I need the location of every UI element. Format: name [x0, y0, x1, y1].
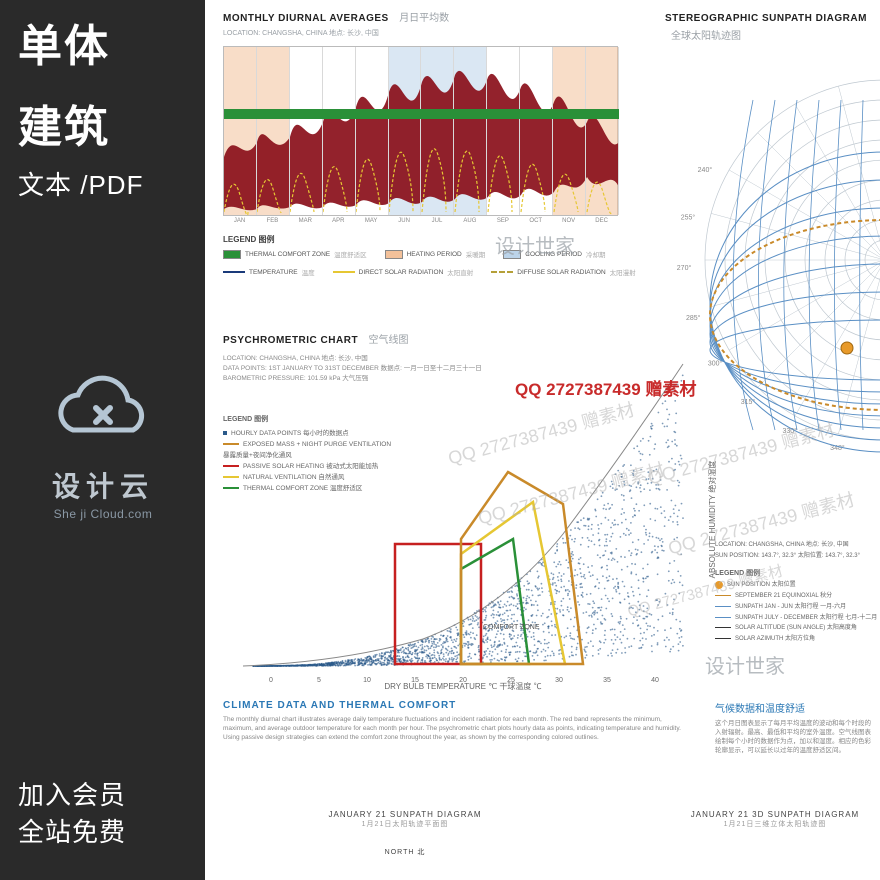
left-bottom-l2: 全站免费	[18, 814, 126, 852]
left-title-l2: 建筑	[0, 81, 205, 162]
left-title-l1: 单体	[0, 0, 205, 81]
diurnal-location: LOCATION: CHANGSHA, CHINA 地点: 长沙, 中国	[223, 28, 643, 38]
diurnal-title: MONTHLY DIURNAL AVERAGES	[223, 13, 389, 24]
diurnal-legend: LEGEND 图例 THERMAL COMFORT ZONE温度舒适区HEATI…	[223, 234, 643, 277]
climate-body-en: The monthly diurnal chart illustrates av…	[223, 715, 693, 742]
psychro-title-cn: 空气线图	[369, 335, 409, 346]
left-subtitle: 文本 /PDF	[0, 161, 205, 220]
diurnal-title-cn: 月日平均数	[399, 13, 449, 24]
sunpath-title-cn: 全球太阳轨迹图	[671, 31, 741, 42]
logo: 设计云 She ji Cloud.com	[38, 370, 168, 521]
saturation-curve	[243, 364, 683, 666]
jan-north: NORTH 北	[305, 847, 505, 857]
left-bottom-l1: 加入会员	[18, 777, 126, 815]
climate-title: CLIMATE DATA AND THERMAL COMFORT	[223, 700, 693, 711]
scatter-points	[252, 375, 684, 667]
climate-body-cn: 这个月日图表显示了每月平均温度的波动和每个时段的入射辐射。最高、最低和平均的室外…	[715, 719, 875, 755]
cloud-icon	[48, 370, 158, 455]
jan-cn: 1月21日太阳轨迹平面图	[305, 819, 505, 829]
climate-text-en: CLIMATE DATA AND THERMAL COMFORT The mon…	[223, 700, 693, 742]
sun-legend-title: LEGEND 图例	[715, 568, 877, 581]
x-label: DRY BULB TEMPERATURE ℃ 干球温度 ℃	[223, 681, 703, 692]
left-bottom: 加入会员 全站免费	[18, 777, 126, 852]
psychro-plot: LOCATION: CHANGSHA, CHINA 地点: 长沙, 中国DATA…	[223, 354, 703, 674]
sunpath-svg: 348°330°315°300°285°270°255°240°	[665, 50, 880, 470]
svg-text:285°: 285°	[686, 314, 701, 322]
logo-en: She ji Cloud.com	[38, 507, 168, 521]
legend-title: LEGEND 图例	[223, 234, 643, 245]
comfort-label: COMFORT ZONE	[483, 624, 540, 631]
jan-3d-label: JANUARY 21 3D SUNPATH DIAGRAM 1月21日三维立体太…	[675, 810, 875, 829]
diurnal-month-labels: JANFEBMARAPRMAYJUNJULAUGSEPOCTNOVDEC	[223, 216, 643, 228]
jan-en: JANUARY 21 SUNPATH DIAGRAM	[305, 810, 505, 819]
sunpath-section: STEREOGRAPHIC SUNPATH DIAGRAM 全球太阳轨迹图 34…	[665, 8, 880, 450]
climate-title-cn: 气候数据和温度舒适	[715, 700, 875, 715]
psychro-section: PSYCHROMETRIC CHART 空气线图 LOCATION: CHANG…	[223, 330, 723, 674]
logo-cn: 设计云	[38, 465, 168, 505]
content-area: MONTHLY DIURNAL AVERAGES 月日平均数 LOCATION:…	[205, 0, 880, 880]
svg-text:270°: 270°	[677, 264, 692, 272]
sunpath-diagram: 348°330°315°300°285°270°255°240°	[665, 50, 880, 450]
psychro-svg: COMFORT ZONE	[223, 354, 703, 674]
diurnal-section: MONTHLY DIURNAL AVERAGES 月日平均数 LOCATION:…	[223, 8, 643, 277]
left-panel: 单体 建筑 文本 /PDF 设计云 She ji Cloud.com 加入会员 …	[0, 0, 205, 880]
diurnal-plot	[223, 46, 618, 216]
jan-3d-cn: 1月21日三维立体太阳轨迹图	[675, 819, 875, 829]
sunpath-title: STEREOGRAPHIC SUNPATH DIAGRAM	[665, 13, 867, 24]
jan-3d-en: JANUARY 21 3D SUNPATH DIAGRAM	[675, 810, 875, 819]
jan-label: JANUARY 21 SUNPATH DIAGRAM 1月21日太阳轨迹平面图 …	[305, 810, 505, 857]
svg-text:315°: 315°	[741, 398, 756, 406]
svg-text:255°: 255°	[681, 214, 696, 222]
psychro-title: PSYCHROMETRIC CHART	[223, 335, 358, 346]
svg-text:240°: 240°	[698, 166, 713, 174]
climate-text-cn: 气候数据和温度舒适 这个月日图表显示了每月平均温度的波动和每个时段的入射辐射。最…	[715, 700, 875, 755]
sunpath-legend: LOCATION: CHANGSHA, CHINA 地点: 长沙, 中国SUN …	[715, 540, 877, 645]
